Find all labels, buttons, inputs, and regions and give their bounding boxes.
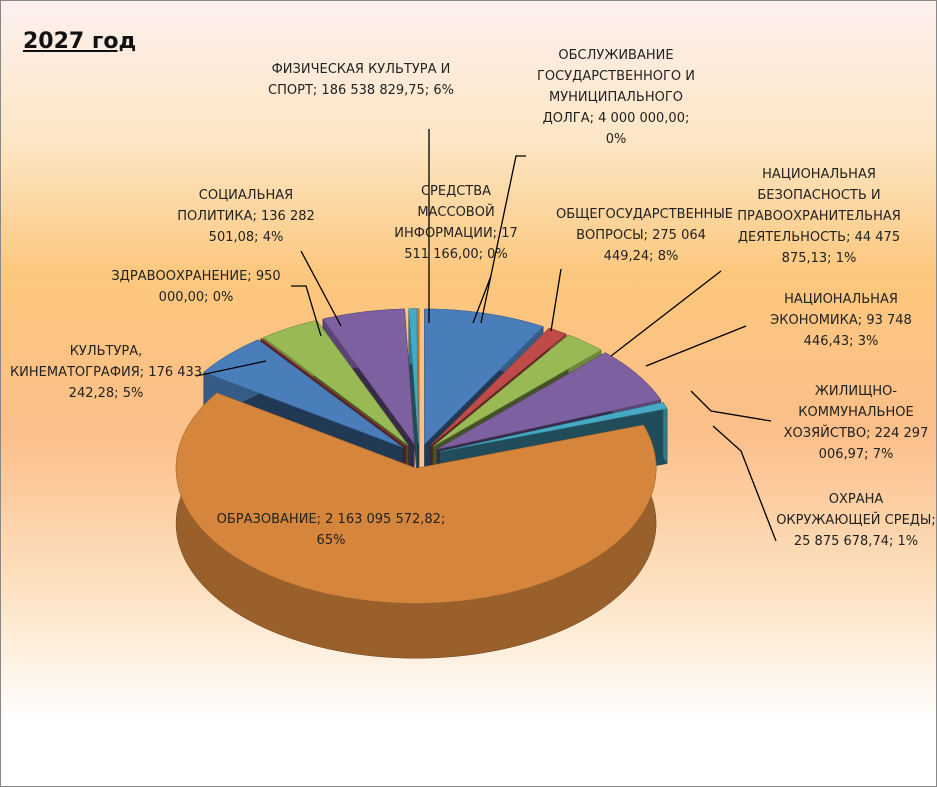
leader-line	[712, 425, 777, 542]
slice-top	[322, 308, 415, 445]
data-label: ОБЩЕГОСУДАРСТВЕННЫЕ ВОПРОСЫ275 064 449,2…	[556, 204, 733, 267]
leader-line	[291, 285, 322, 337]
percent-label: 8%	[657, 249, 679, 264]
percent-label: 7%	[872, 447, 894, 462]
data-label: СРЕДСТВА МАССОВОЙ ИНФОРМАЦИИ17 511 166,0…	[391, 181, 521, 265]
category-name: ОБЩЕГОСУДАРСТВЕННЫЕ ВОПРОСЫ	[556, 207, 733, 243]
slice-top	[439, 402, 668, 453]
category-name: ОХРАНА ОКРУЖАЮЩЕЙ СРЕДЫ	[776, 492, 936, 528]
slice	[175, 392, 657, 659]
data-label: СОЦИАЛЬНАЯ ПОЛИТИКА136 282 501,084%	[171, 185, 321, 248]
percent-label: 5%	[122, 386, 144, 401]
data-label: КУЛЬТУРА, КИНЕМАТОГРАФИЯ176 433 242,285%	[6, 341, 206, 404]
slice-top	[408, 308, 419, 444]
leader-line	[480, 155, 526, 324]
leader-line	[645, 325, 747, 367]
data-label: ОХРАНА ОКРУЖАЮЩЕЙ СРЕДЫ 25 875 678,741%	[776, 489, 936, 552]
slice-top	[416, 308, 420, 444]
category-name: КУЛЬТУРА, КИНЕМАТОГРАФИЯ	[10, 344, 148, 380]
leader-line	[690, 390, 772, 422]
leader-line	[550, 268, 562, 332]
data-label: ОБРАЗОВАНИЕ2 163 095 572,82 65%	[201, 509, 461, 551]
data-label: ЖИЛИЩНО-КОММУНАЛЬНОЕ ХОЗЯЙСТВО224 297 00…	[781, 381, 931, 465]
data-label: НАЦИОНАЛЬНАЯ БЕЗОПАСНОСТЬ И ПРАВООХРАНИТ…	[734, 164, 904, 269]
value-label: 2 163 095 572,82	[325, 512, 445, 527]
leader-line	[610, 270, 722, 357]
data-label: ЗДРАВООХРАНЕНИЕ950 000,000%	[96, 266, 296, 308]
value-label: 186 538 829,75	[321, 83, 433, 98]
category-name: ОБРАЗОВАНИЕ	[217, 512, 326, 527]
percent-label: 0%	[605, 132, 627, 147]
leader-lines	[195, 129, 777, 542]
value-label: 4 000 000,00	[598, 111, 689, 126]
leader-line	[300, 250, 342, 327]
slice-top	[437, 352, 662, 450]
slice-top	[424, 308, 544, 445]
slice-top	[430, 327, 567, 446]
percent-label: 4%	[262, 230, 284, 245]
slice-top	[260, 337, 406, 447]
slice-side	[662, 401, 668, 465]
percent-label: 6%	[433, 83, 454, 98]
leader-line	[195, 360, 267, 377]
percent-label: 1%	[835, 251, 857, 266]
leader-line	[472, 275, 492, 324]
slice-top	[262, 320, 409, 446]
percent-label: 0%	[487, 247, 508, 262]
category-name: СРЕДСТВА МАССОВОЙ ИНФОРМАЦИИ	[394, 184, 501, 241]
category-name: ЗДРАВООХРАНЕНИЕ	[111, 269, 255, 284]
data-label: НАЦИОНАЛЬНАЯ ЭКОНОМИКА93 748 446,433%	[766, 289, 916, 352]
slice-top	[432, 334, 602, 447]
data-label: ФИЗИЧЕСКАЯ КУЛЬТУРА И СПОРТ186 538 829,7…	[261, 59, 461, 101]
chart-title: 2027 год	[23, 29, 137, 54]
percent-label: 3%	[857, 334, 879, 349]
slice-top	[203, 339, 404, 448]
slice-top	[175, 392, 657, 604]
value-label: 25 875 678,74	[794, 534, 898, 549]
percent-label: 65%	[316, 533, 346, 548]
data-label: ОБСЛУЖИВАНИЕ ГОСУДАРСТВЕННОГО И МУНИЦИПА…	[536, 45, 696, 150]
percent-label: 0%	[212, 290, 234, 305]
percent-label: 1%	[897, 534, 919, 549]
